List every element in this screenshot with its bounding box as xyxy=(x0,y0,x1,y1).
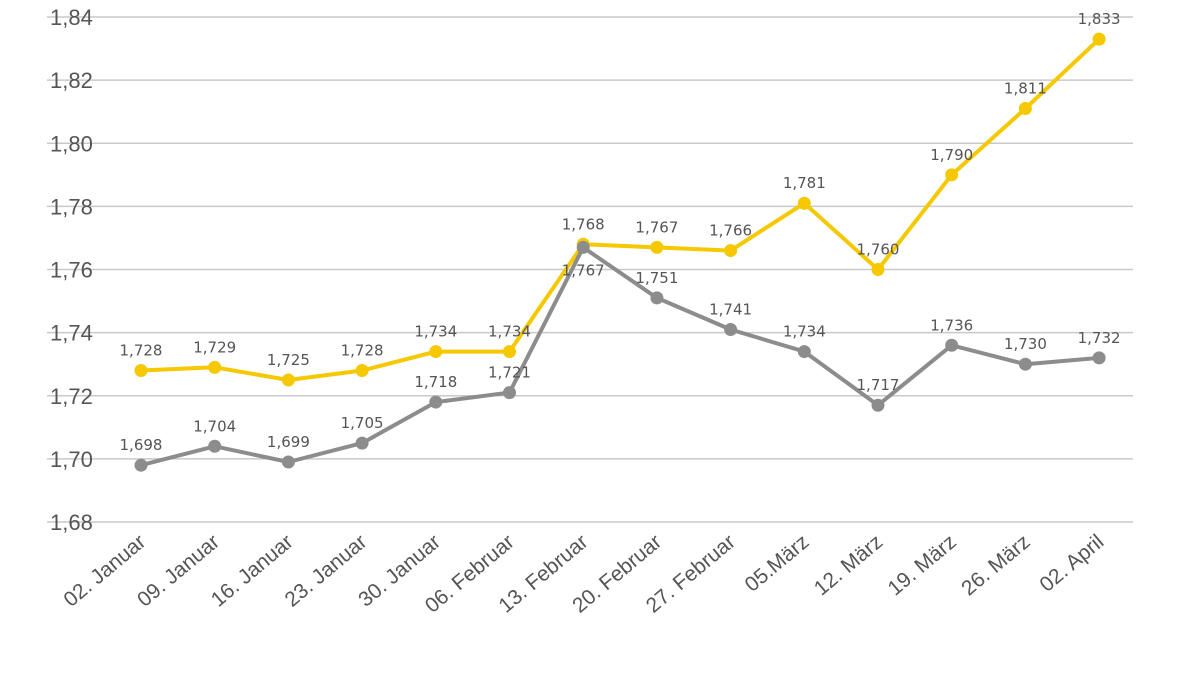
data-point-yellow xyxy=(355,364,369,377)
y-tick-label: 1,72 xyxy=(50,384,93,409)
data-label-yellow: 1,734 xyxy=(488,323,531,341)
data-label-gray: 1,741 xyxy=(709,300,752,318)
data-point-gray xyxy=(871,398,885,412)
data-point-yellow xyxy=(134,364,148,377)
data-point-gray xyxy=(503,386,516,400)
data-point-gray xyxy=(576,240,590,254)
data-point-yellow xyxy=(650,240,664,254)
x-tick-label: 19. März xyxy=(884,530,961,600)
data-point-yellow xyxy=(429,345,443,359)
data-label-gray: 1,767 xyxy=(562,261,605,279)
y-axis-tick-labels: 1,68 1,70 1,72 1,74 1,76 1,78 1,80 1,82 1,84 xyxy=(50,5,93,535)
data-point-gray xyxy=(355,436,369,450)
data-label-gray: 1,704 xyxy=(193,417,236,435)
data-point-yellow xyxy=(281,373,295,387)
data-point-yellow xyxy=(208,360,222,374)
data-label-gray: 1,699 xyxy=(267,433,310,451)
data-label-yellow: 1,790 xyxy=(930,146,973,164)
data-label-gray: 1,698 xyxy=(120,436,163,454)
series-line-gray xyxy=(139,245,1102,468)
y-tick-label: 1,76 xyxy=(50,258,93,283)
data-point-gray xyxy=(208,439,222,453)
data-point-yellow xyxy=(1092,32,1106,46)
data-label-gray: 1,732 xyxy=(1078,329,1121,347)
data-point-gray xyxy=(945,338,959,352)
x-tick-label: 05.März xyxy=(741,530,814,596)
data-point-gray xyxy=(134,458,148,472)
gridlines xyxy=(47,16,1133,523)
y-tick-label: 1,70 xyxy=(50,447,93,472)
data-label-yellow: 1,781 xyxy=(783,174,826,192)
y-tick-label: 1,78 xyxy=(50,194,93,219)
y-tick-label: 1,68 xyxy=(50,510,93,535)
data-point-gray xyxy=(1092,351,1106,365)
data-point-gray xyxy=(429,395,443,409)
y-tick-label: 1,80 xyxy=(50,131,93,156)
data-label-yellow: 1,729 xyxy=(193,338,236,356)
y-tick-label: 1,84 xyxy=(50,5,93,30)
data-label-gray: 1,734 xyxy=(783,323,826,341)
data-label-yellow: 1,728 xyxy=(120,342,163,360)
data-label-yellow: 1,725 xyxy=(267,351,310,369)
data-point-gray xyxy=(797,345,811,359)
x-tick-label: 02. April xyxy=(1035,530,1108,596)
data-label-yellow: 1,728 xyxy=(341,342,384,360)
data-label-gray: 1,730 xyxy=(1004,335,1047,353)
data-label-gray: 1,717 xyxy=(857,376,900,394)
data-point-gray xyxy=(650,291,664,305)
data-point-gray xyxy=(1018,357,1032,371)
x-tick-label: 12. März xyxy=(810,530,887,600)
data-point-gray xyxy=(281,455,295,469)
data-label-gray: 1,751 xyxy=(635,269,678,287)
data-label-yellow: 1,811 xyxy=(1004,80,1047,98)
data-label-gray: 1,721 xyxy=(488,364,531,382)
series-line-yellow xyxy=(139,37,1102,382)
data-label-yellow: 1,734 xyxy=(414,323,457,341)
y-tick-label: 1,82 xyxy=(50,68,93,93)
y-tick-label: 1,74 xyxy=(50,321,93,346)
data-label-yellow: 1,767 xyxy=(635,218,678,236)
data-point-yellow xyxy=(945,168,959,182)
data-label-yellow: 1,833 xyxy=(1078,10,1121,28)
series-lines xyxy=(134,32,1106,472)
data-point-yellow xyxy=(797,196,811,210)
data-label-yellow: 1,760 xyxy=(857,241,900,259)
data-point-yellow xyxy=(503,345,516,359)
data-point-gray xyxy=(724,322,738,336)
data-label-gray: 1,718 xyxy=(414,373,457,391)
data-labels: 1,728 1,729 1,725 1,728 1,734 1,734 1,768 1,767… xyxy=(120,10,1121,454)
data-point-yellow xyxy=(871,263,885,276)
data-label-yellow: 1,766 xyxy=(709,222,752,240)
x-tick-label: 26. März xyxy=(957,530,1034,600)
data-point-yellow xyxy=(1018,102,1032,116)
data-label-yellow: 1,768 xyxy=(562,215,605,233)
data-point-yellow xyxy=(724,244,738,258)
data-label-gray: 1,705 xyxy=(341,414,384,432)
data-label-gray: 1,736 xyxy=(930,316,973,334)
